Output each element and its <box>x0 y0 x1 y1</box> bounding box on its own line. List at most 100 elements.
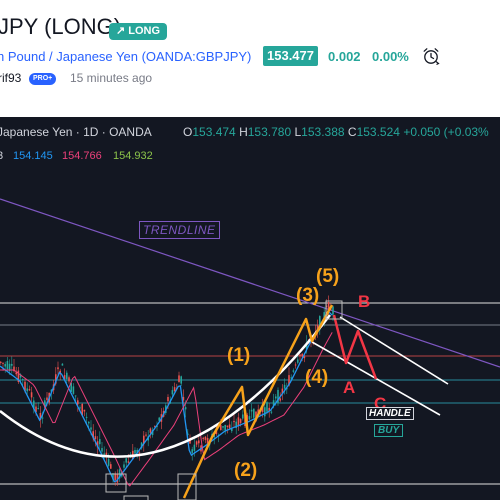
candle-body <box>2 362 4 364</box>
candle-body <box>270 411 273 413</box>
candle-body <box>327 302 330 313</box>
moving-average-1 <box>0 310 333 483</box>
candle-body <box>173 387 176 392</box>
candle-body <box>193 444 196 451</box>
candle-body <box>167 397 169 402</box>
candle-body <box>154 426 156 428</box>
candle-body <box>44 400 46 408</box>
candle-body <box>94 436 97 440</box>
candle-body <box>268 407 270 412</box>
candle-body <box>50 389 53 392</box>
candle-body <box>301 353 303 357</box>
candle-body <box>81 403 83 416</box>
candle-body <box>233 420 235 423</box>
candle-body <box>57 367 59 370</box>
candle-body <box>202 437 204 439</box>
candle-body <box>123 464 125 468</box>
chart-canvas[interactable] <box>0 117 500 500</box>
candle-body <box>125 458 127 463</box>
candle-body <box>24 381 26 391</box>
handle-channel-upper <box>339 316 449 385</box>
candle-body <box>85 416 88 418</box>
candle-body <box>191 449 193 453</box>
price-chart[interactable]: Japanese Yen · 1D · OANDA O153.474 H153.… <box>0 117 500 500</box>
candle-body <box>114 473 116 480</box>
candle-body <box>235 421 237 428</box>
candle-body <box>68 377 70 382</box>
candle-body <box>110 464 112 469</box>
alarm-clock-icon[interactable] <box>421 46 441 66</box>
wave-3-label: (3) <box>296 285 320 306</box>
candle-body <box>33 400 35 410</box>
candle-body <box>134 449 136 454</box>
candle-body <box>116 474 119 483</box>
idea-header: JPY (LONG) ↗ LONG h Pound / Japanese Yen… <box>0 0 500 117</box>
candle-body <box>204 436 207 440</box>
candle-body <box>266 402 268 412</box>
candle-body <box>290 377 292 379</box>
symbol-link[interactable]: h Pound / Japanese Yen (OANDA:GBPJPY) <box>0 49 252 64</box>
candle-body <box>297 359 299 363</box>
candle-body <box>41 417 44 419</box>
author-name[interactable]: rif93 <box>0 71 22 85</box>
candle-body <box>231 428 233 432</box>
long-badge-label: LONG <box>128 25 161 37</box>
candle-body <box>90 427 92 430</box>
candle-body <box>250 409 253 412</box>
candle-body <box>303 356 306 359</box>
buy-label: BUY <box>374 424 404 437</box>
candle-body <box>178 375 180 383</box>
wave-1-label: (1) <box>227 345 251 366</box>
candle-body <box>92 431 94 439</box>
candle-body <box>107 458 110 466</box>
candle-body <box>88 421 90 424</box>
candle-body <box>248 416 251 420</box>
wave-5-label: (5) <box>316 266 340 287</box>
correction-a-label: A <box>343 378 356 397</box>
wave-2-label: (2) <box>234 460 258 481</box>
candle-body <box>63 375 66 380</box>
trendline-label: TRENDLINE <box>139 221 220 239</box>
candle-body <box>237 417 240 427</box>
candle-body <box>149 428 152 433</box>
bottom-marker-2 <box>177 473 197 500</box>
candle-body <box>30 392 33 398</box>
candle-body <box>189 439 191 444</box>
candle-body <box>224 424 226 431</box>
candle-body <box>15 372 17 375</box>
candle-body <box>55 374 57 384</box>
correction-wave-path <box>332 314 378 380</box>
idea-title: JPY (LONG) <box>0 14 122 39</box>
candle-body <box>156 425 158 427</box>
candle-body <box>37 408 39 410</box>
candle-body <box>8 363 11 372</box>
candle-body <box>195 441 198 445</box>
ma-prefix: 3 <box>0 150 4 162</box>
candle-body <box>17 370 20 382</box>
candle-body <box>11 363 13 366</box>
candle-body <box>70 382 72 392</box>
candle-body <box>228 424 231 429</box>
candle-body <box>22 378 24 380</box>
candle-body <box>145 434 147 436</box>
candle-body <box>66 372 68 379</box>
candle-body <box>226 425 229 428</box>
handle-label: HANDLE <box>366 407 414 420</box>
ohlc-values: O153.474 H153.780 L153.388 C153.524 +0.0… <box>183 125 489 139</box>
candle-body <box>222 426 224 428</box>
candle-body <box>299 354 301 356</box>
bottom-marker-3 <box>123 495 149 500</box>
ma-value-2: 154.766 <box>62 150 102 162</box>
candle-body <box>286 388 288 390</box>
ma-value-1: 154.145 <box>13 150 53 162</box>
pro-plus-badge: PRO+ <box>29 73 57 85</box>
candle-body <box>19 374 22 378</box>
candle-body <box>136 449 138 454</box>
candle-body <box>35 406 37 413</box>
moving-average-2 <box>0 332 333 487</box>
candle-body <box>242 414 244 419</box>
chart-symbol-label: Japanese Yen · 1D · OANDA <box>0 125 152 139</box>
candle-body <box>292 370 295 372</box>
candle-body <box>279 398 281 401</box>
candle-body <box>198 440 200 444</box>
